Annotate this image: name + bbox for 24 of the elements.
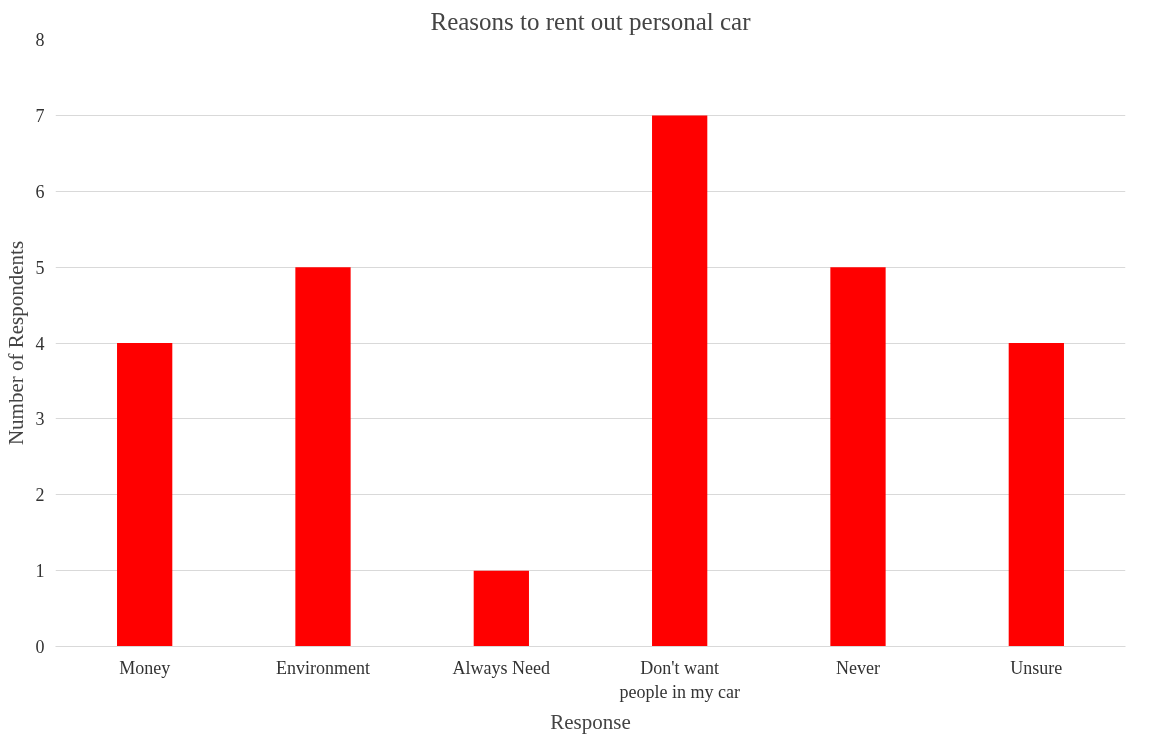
bar [117,343,173,647]
x-tick-label: Don't want people in my car [619,657,740,702]
x-tick-label: Never [836,657,880,678]
x-tick-label: Unsure [1010,657,1063,678]
y-tick-label: 4 [35,333,45,354]
x-axis-title: Response [550,709,631,734]
chart-title: Reasons to rent out personal car [430,7,752,35]
x-tick-label: Environment [276,657,370,678]
bar [295,267,351,647]
y-tick-label: 2 [35,485,45,506]
bar [473,570,529,647]
y-tick-label: 7 [35,105,45,126]
bar [652,115,708,647]
bar [830,267,886,647]
bar [1008,343,1064,647]
y-tick-label: 5 [35,257,45,278]
y-tick-label: 0 [35,637,45,657]
y-tick-label: 3 [35,409,45,430]
y-axis-title: Number of Respondents [3,240,28,446]
x-tick-label: Always Need [452,657,551,678]
y-tick-label: 6 [35,181,45,202]
y-tick-label: 8 [35,30,45,50]
y-tick-label: 1 [35,561,45,582]
x-tick-label: Money [119,657,171,678]
